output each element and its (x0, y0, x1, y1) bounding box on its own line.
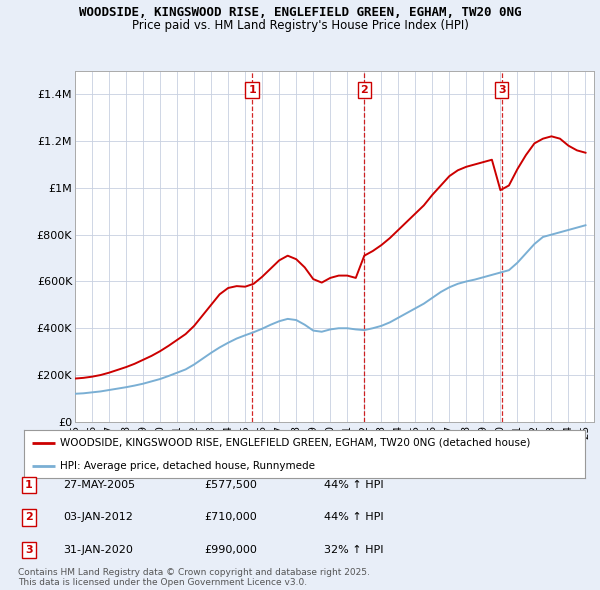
Text: Contains HM Land Registry data © Crown copyright and database right 2025.
This d: Contains HM Land Registry data © Crown c… (18, 568, 370, 587)
Text: 44% ↑ HPI: 44% ↑ HPI (324, 513, 383, 522)
Text: WOODSIDE, KINGSWOOD RISE, ENGLEFIELD GREEN, EGHAM, TW20 0NG: WOODSIDE, KINGSWOOD RISE, ENGLEFIELD GRE… (79, 6, 521, 19)
Text: £710,000: £710,000 (204, 513, 257, 522)
Text: £577,500: £577,500 (204, 480, 257, 490)
Text: 44% ↑ HPI: 44% ↑ HPI (324, 480, 383, 490)
Text: 31-JAN-2020: 31-JAN-2020 (63, 545, 133, 555)
Text: 27-MAY-2005: 27-MAY-2005 (63, 480, 135, 490)
Text: £990,000: £990,000 (204, 545, 257, 555)
Text: 2: 2 (361, 85, 368, 95)
Text: 3: 3 (25, 545, 32, 555)
Text: 3: 3 (498, 85, 506, 95)
Text: 32% ↑ HPI: 32% ↑ HPI (324, 545, 383, 555)
Text: 1: 1 (25, 480, 32, 490)
Text: 2: 2 (25, 513, 32, 522)
Text: WOODSIDE, KINGSWOOD RISE, ENGLEFIELD GREEN, EGHAM, TW20 0NG (detached house): WOODSIDE, KINGSWOOD RISE, ENGLEFIELD GRE… (61, 438, 531, 448)
Text: Price paid vs. HM Land Registry's House Price Index (HPI): Price paid vs. HM Land Registry's House … (131, 19, 469, 32)
Text: 03-JAN-2012: 03-JAN-2012 (63, 513, 133, 522)
Text: HPI: Average price, detached house, Runnymede: HPI: Average price, detached house, Runn… (61, 461, 316, 471)
Text: 1: 1 (248, 85, 256, 95)
